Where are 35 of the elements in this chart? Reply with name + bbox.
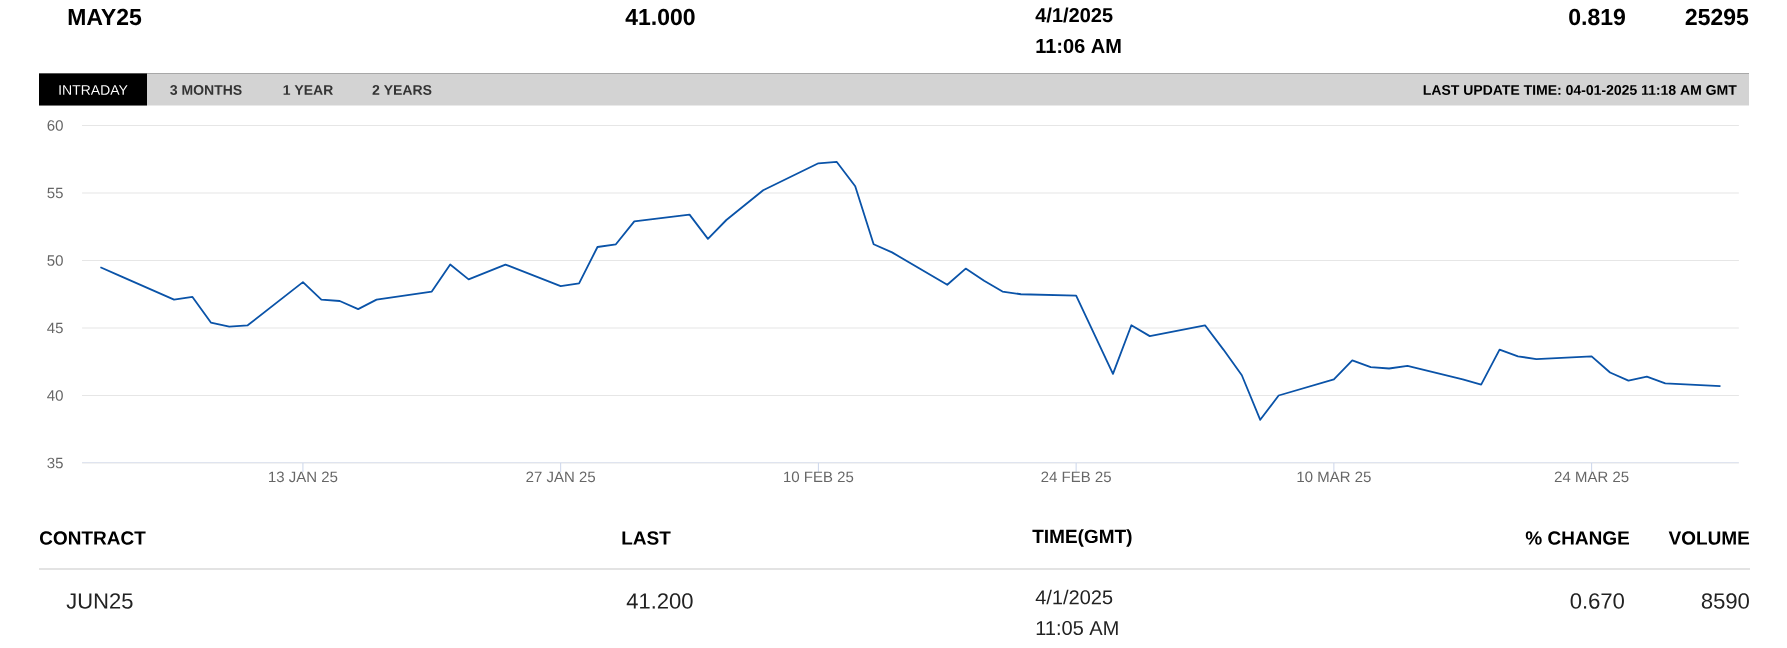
text: 0.819	[1569, 8, 1625, 26]
text: 11:06 AM	[1036, 38, 1121, 54]
y-tick-label: 45	[47, 322, 63, 334]
x-tick-label: 24 FEB 25	[1041, 471, 1111, 483]
y-tick-label: 50	[47, 255, 63, 266]
text: 41.200	[626, 593, 693, 609]
text: 41.000	[625, 8, 695, 26]
text: 25295	[1685, 8, 1749, 26]
x-tick-label: 10 MAR 25	[1297, 471, 1371, 483]
text: 8590	[1701, 593, 1749, 609]
x-tick-label: 10 FEB 25	[784, 471, 854, 483]
text: 4/1/2025	[1035, 7, 1113, 23]
text: LAST UPDATE TIME: 04-01-2025 11:18 AM GMT	[1423, 85, 1737, 95]
text: 1 YEAR	[283, 85, 333, 95]
text: TIME(GMT)	[1032, 529, 1132, 547]
x-tick-label: 24 MAR 25	[1554, 471, 1629, 483]
text: LAST	[622, 531, 671, 545]
text: % CHANGE	[1525, 531, 1630, 545]
text: VOLUME	[1668, 531, 1750, 545]
text: 2 YEARS	[372, 85, 432, 95]
text: 11:05 AM	[1036, 620, 1118, 636]
text: CONTRACT	[39, 531, 146, 545]
text: JUN25	[66, 593, 133, 609]
x-tick-label: 27 JAN 25	[526, 471, 596, 483]
text: MAY25	[68, 8, 142, 26]
text: 0.670	[1570, 593, 1624, 609]
line-series	[99, 161, 1722, 421]
text: 3 MONTHS	[170, 85, 242, 95]
y-tick-label: 40	[47, 390, 63, 401]
text: 4/1/2025	[1035, 589, 1113, 605]
y-tick-label: 60	[47, 120, 63, 131]
x-tick-label: 13 JAN 25	[269, 471, 338, 483]
y-tick-label: 55	[47, 187, 63, 199]
y-tick-label: 35	[47, 457, 63, 469]
text: INTRADAY	[59, 85, 128, 95]
